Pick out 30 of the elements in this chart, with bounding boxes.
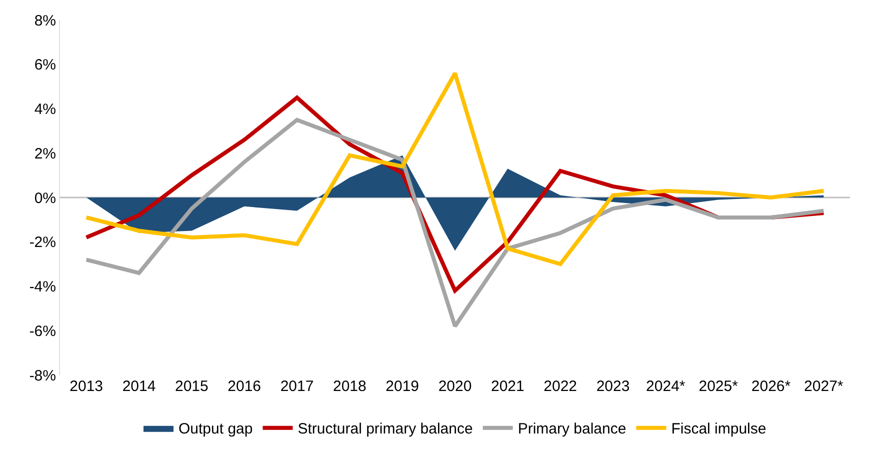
y-tick-label: 0% [34,190,56,207]
y-tick-label: 6% [34,56,56,74]
x-tick-label: 2021 [490,378,524,395]
line-series [84,118,826,328]
x-tick-label: 2024* [646,378,686,395]
y-tick-label: 4% [34,101,56,118]
x-tick-label: 2013 [70,378,104,395]
legend-label: Output gap [178,420,253,438]
legend-label: Structural primary balance [298,420,473,438]
y-tick-label: -8% [29,367,56,384]
line-series [84,71,826,266]
legend-label: Fiscal impulse [671,420,766,438]
y-tick-label: -4% [29,278,56,296]
x-tick-label: 2017 [280,378,314,395]
x-tick-label: 2014 [122,378,156,395]
x-tick-label: 2015 [174,378,208,395]
y-tick-label: 2% [34,145,56,162]
x-tick-label: 2025* [698,378,738,395]
y-tick-label: -2% [29,234,56,252]
y-tick-label: 8% [34,12,56,30]
y-tick-label: -6% [29,322,56,340]
legend-label: Primary balance [518,420,626,438]
x-tick-label: 2023 [596,378,630,395]
x-tick-label: 2016 [228,378,262,395]
x-tick-label: 2018 [332,378,366,395]
x-tick-label: 2022 [544,378,578,395]
x-tick-label: 2020 [438,378,472,395]
x-tick-label: 2027* [804,378,844,395]
x-tick-label: 2019 [386,378,420,395]
x-tick-label: 2026* [751,378,791,395]
